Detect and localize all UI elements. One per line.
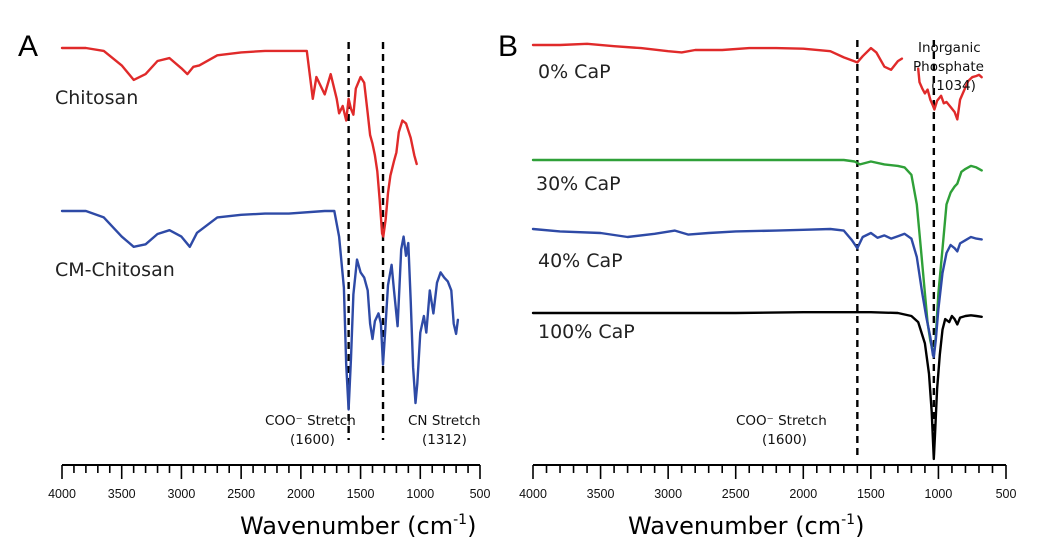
axis-title-a-main: Wavenumber (cm: [240, 512, 453, 540]
panel-b-chart: 4000 3500 3000 2500 2000 1500 1000 500 0% CaP 3…: [519, 40, 1016, 540]
series-line-0-cap-low-wavenumber-segment-: [917, 67, 983, 121]
x-tick-label: 2500: [722, 487, 750, 501]
panel-a-x-axis: 4000 3500 3000 2500 2000 1500 1000 500: [48, 464, 491, 501]
label-chitosan: Chitosan: [55, 87, 138, 109]
panel-b-guides: [856, 40, 936, 458]
x-tick-label: 1500: [347, 487, 375, 501]
panel-b-letter: B: [498, 30, 518, 63]
annotation-phosphate-wavenumber: (1034): [931, 78, 976, 94]
annotation-coo-wavenumber-b: (1600): [762, 432, 807, 448]
label-40-cap: 40% CaP: [538, 250, 623, 272]
axis-title-a: Wavenumber (cm-1): [240, 512, 476, 540]
axis-title-b-main: Wavenumber (cm: [628, 512, 841, 540]
x-tick-label: 2000: [287, 487, 315, 501]
panel-b-x-axis: 4000 3500 3000 2500 2000 1500 1000 500: [519, 464, 1017, 501]
axis-title-a-sup: -1: [453, 512, 467, 528]
panel-b-series: [531, 42, 983, 461]
annotation-inorganic: Inorganic: [918, 40, 981, 56]
label-100-cap: 100% CaP: [538, 321, 635, 343]
panel-a-letter: A: [18, 30, 38, 63]
series-line-40-cap: [531, 227, 983, 359]
annotation-cn-wavenumber: (1312): [422, 432, 467, 448]
x-tick-label: 500: [470, 487, 491, 501]
series-line-chitosan: [60, 46, 418, 238]
label-0-cap: 0% CaP: [538, 61, 611, 83]
x-tick-label: 4000: [519, 487, 547, 501]
axis-title-b: Wavenumber (cm-1): [628, 512, 864, 540]
x-tick-label: 3000: [654, 487, 682, 501]
x-tick-label: 4000: [48, 487, 76, 501]
x-tick-label: 3500: [108, 487, 136, 501]
label-30-cap: 30% CaP: [536, 173, 621, 195]
annotation-cn-stretch: CN Stretch: [408, 413, 481, 429]
annotation-coo-wavenumber-a: (1600): [290, 432, 335, 448]
annotation-coo-stretch-b: COO⁻ Stretch: [736, 413, 827, 429]
panel-a-chart: 4000 3500 3000 2500 2000 1500 1000 500 Chitosan…: [48, 42, 490, 540]
x-tick-label: 1000: [406, 487, 434, 501]
axis-title-a-close: ): [467, 512, 476, 540]
label-cm-chitosan: CM-Chitosan: [55, 259, 175, 281]
series-line-0-cap: [531, 42, 904, 71]
x-tick-label: 1500: [857, 487, 885, 501]
x-tick-label: 1000: [925, 487, 953, 501]
x-tick-label: 3500: [587, 487, 615, 501]
series-line-30-cap: [531, 158, 983, 357]
panel-a-series: [60, 46, 460, 411]
annotation-phosphate: Phosphate: [913, 59, 984, 75]
x-tick-label: 500: [996, 487, 1017, 501]
annotation-coo-stretch-a: COO⁻ Stretch: [265, 413, 356, 429]
x-tick-label: 2500: [227, 487, 255, 501]
series-line-cm-chitosan: [60, 209, 460, 411]
axis-title-b-close: ): [855, 512, 864, 540]
x-tick-label: 3000: [168, 487, 196, 501]
series-line-100-cap: [531, 311, 983, 461]
axis-title-b-sup: -1: [841, 512, 855, 528]
x-tick-label: 2000: [789, 487, 817, 501]
